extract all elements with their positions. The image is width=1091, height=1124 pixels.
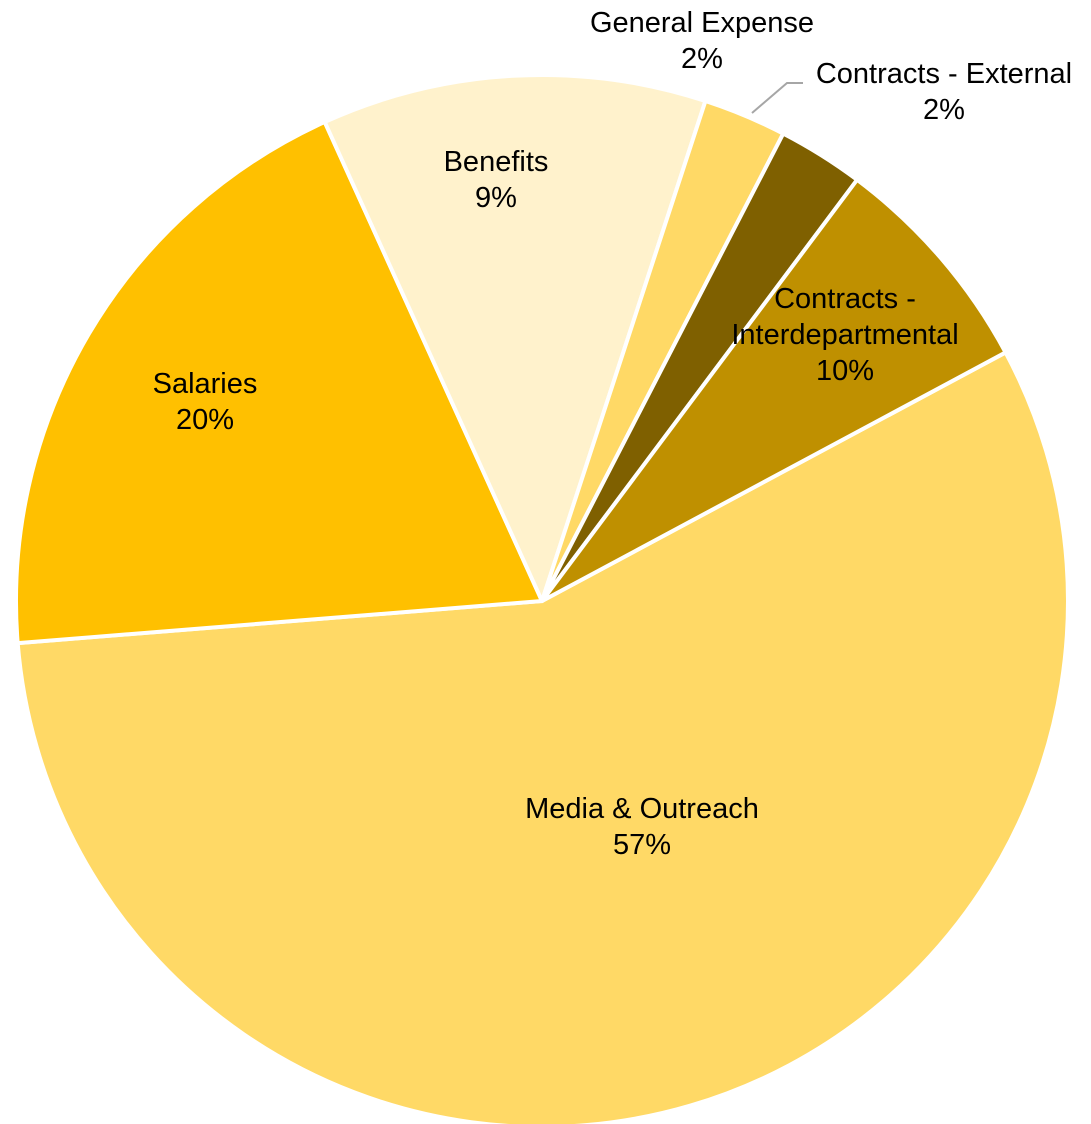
data-label-salaries: Salaries 20% [153,368,258,436]
slice-percent-label: 10% [816,355,874,387]
data-label-media-and-outreach: Media & Outreach 57% [525,793,759,861]
slice-percent-label: 2% [681,43,723,75]
slice-percent-label: 9% [475,182,517,214]
data-label-general-expense: General Expense 2% [590,7,814,75]
pie-slices [14,73,1070,1124]
leader-line-contracts-external [751,82,803,114]
pie-slice-media-and-outreach [15,350,1070,1124]
slice-percent-label: 20% [176,404,234,436]
data-label-contracts-interdepartmental: Contracts - Interdepartmental 10% [731,283,958,387]
pie-labels: Media & Outreach 57% Salaries 20% Benefits 9%… [153,7,1073,861]
slice-name-label: Benefits [444,146,549,178]
slice-name-label: Interdepartmental [731,319,958,351]
slice-name-label: General Expense [590,7,814,39]
pie-slice-salaries [14,119,544,646]
slice-percent-label: 2% [923,94,965,126]
data-label-contracts-external: Contracts - External 2% [816,58,1072,126]
slice-name-label: Media & Outreach [525,793,759,825]
slice-percent-label: 57% [613,829,671,861]
slice-name-label: Contracts - External [816,58,1072,90]
data-label-benefits: Benefits 9% [444,146,549,214]
slice-name-label: Contracts - [774,283,916,315]
pie-slice-benefits [322,73,708,603]
pie-slice-contracts-interdepartmental [540,177,1008,603]
slice-name-label: Salaries [153,368,258,400]
